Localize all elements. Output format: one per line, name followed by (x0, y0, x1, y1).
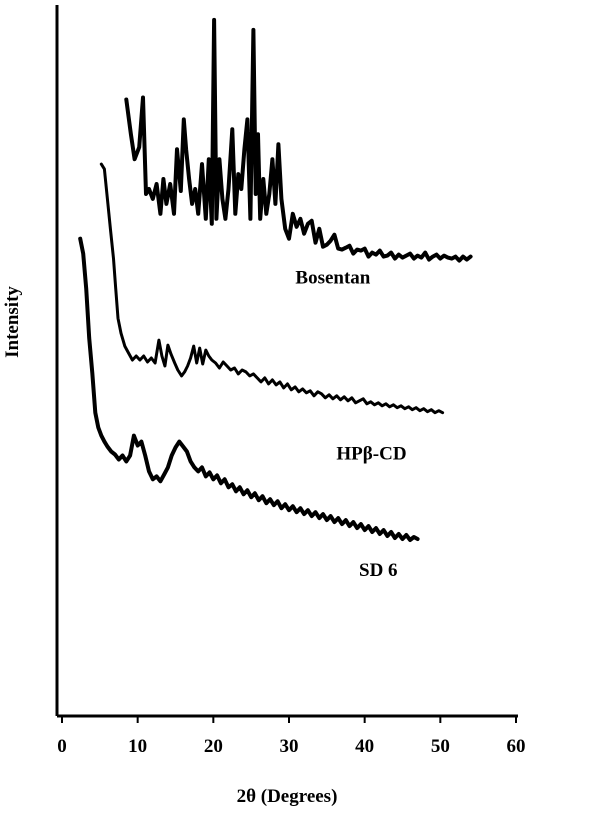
x-tick-label: 60 (507, 736, 526, 757)
x-tick-label: 50 (431, 736, 450, 757)
series-label-1: Bosentan (295, 268, 370, 289)
x-ticks: 0 10 20 30 40 50 60 (57, 716, 526, 757)
x-tick-label: 30 (280, 736, 299, 757)
series-label-3: SD 6 (359, 560, 398, 581)
series-line-3 (78, 236, 420, 542)
series-labels: Bosentan HPβ-CD SD 6 (295, 268, 406, 581)
x-axis-title: 2θ (Degrees) (237, 786, 338, 807)
y-axis-title: Intensity (2, 286, 23, 358)
series-line-2 (99, 162, 445, 415)
diffraction-traces (78, 17, 473, 542)
series-label-2: HPβ-CD (336, 444, 406, 465)
x-tick-label: 0 (57, 736, 67, 757)
x-tick-label: 20 (204, 736, 223, 757)
series-line-1 (124, 17, 473, 263)
x-tick-label: 40 (355, 736, 374, 757)
x-tick-label: 10 (128, 736, 147, 757)
